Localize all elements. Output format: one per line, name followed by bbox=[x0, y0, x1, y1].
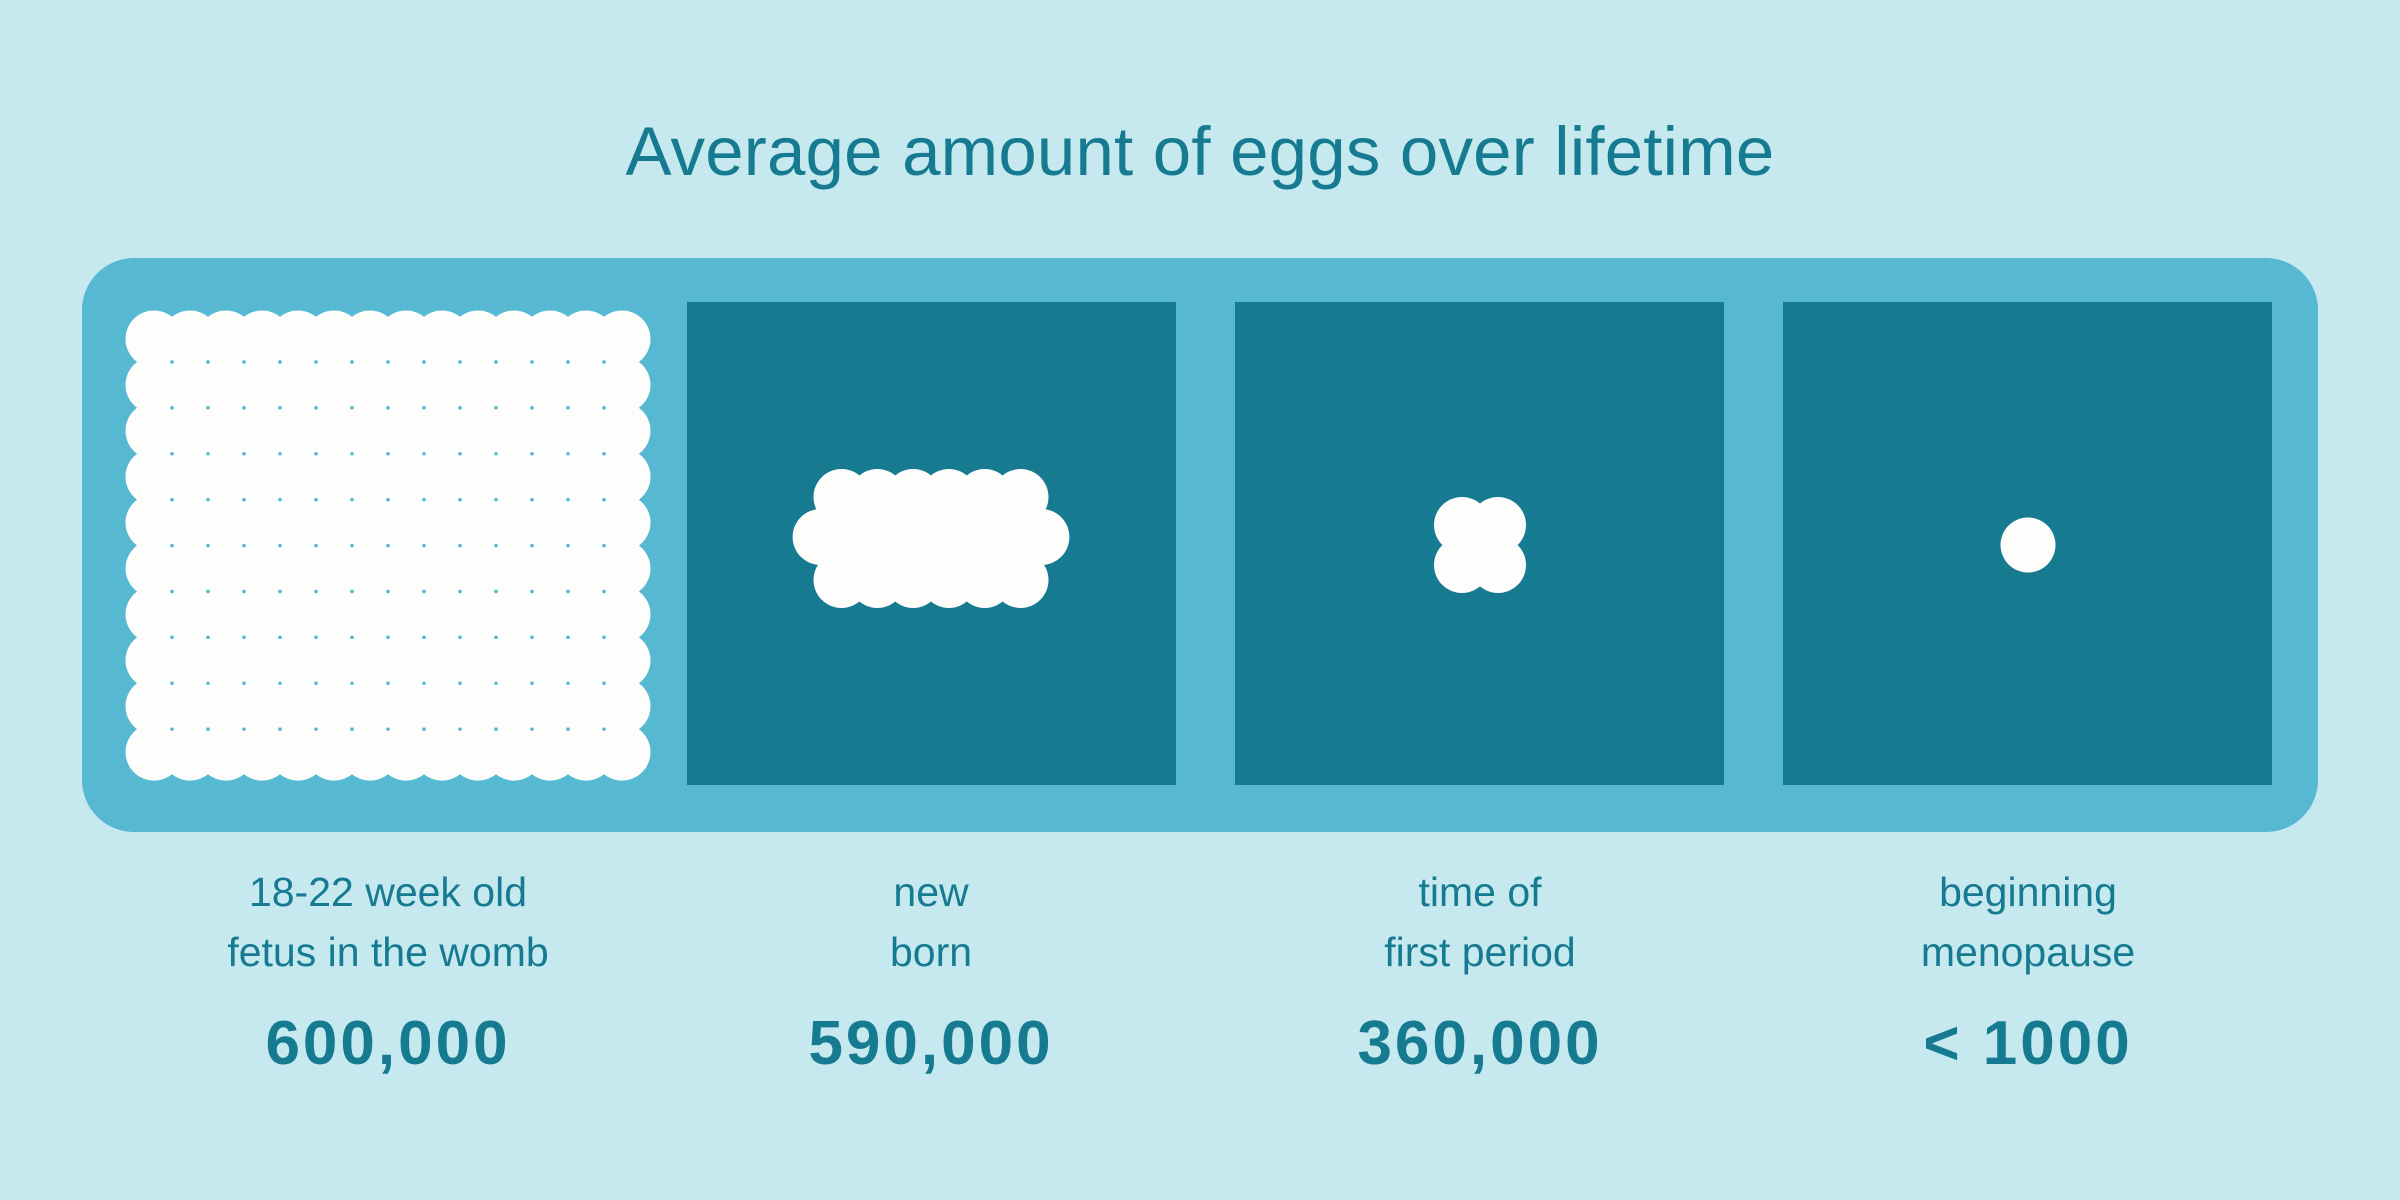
egg-cluster-icon bbox=[792, 469, 1070, 608]
egg-cluster-icon bbox=[1434, 497, 1526, 593]
stage-4-label-line1: beginning bbox=[1939, 869, 2117, 915]
stage-3-panel bbox=[1235, 302, 1724, 785]
stage-2-label-line2: born bbox=[889, 929, 973, 975]
stage-3-label: time of first period bbox=[1200, 862, 1760, 982]
stage-2-value: 590,000 bbox=[808, 1009, 1054, 1078]
egg-dot-icon bbox=[2000, 517, 2056, 573]
chart-title: Average amount of eggs over lifetime bbox=[625, 113, 1775, 190]
egg-cluster-icon bbox=[125, 310, 651, 781]
stage-3-value: 360,000 bbox=[1357, 1009, 1603, 1078]
stage-4-value: < 1000 bbox=[1923, 1009, 2133, 1078]
stage-4-label-line2: menopause bbox=[1920, 929, 2136, 975]
stage-3-label-line2: first period bbox=[1384, 929, 1576, 975]
stage-4-panel bbox=[1783, 302, 2272, 785]
stage-1-egg-grid bbox=[120, 302, 660, 792]
stage-2-label: new born bbox=[651, 862, 1211, 982]
stage-1-label-line2: fetus in the womb bbox=[227, 929, 549, 975]
stage-4-label: beginning menopause bbox=[1748, 862, 2308, 982]
stage-1-label: 18-22 week old fetus in the womb bbox=[108, 862, 668, 982]
stage-1-value: 600,000 bbox=[265, 1009, 511, 1078]
stage-1-label-line1: 18-22 week old bbox=[248, 869, 528, 915]
stage-3-label-line1: time of bbox=[1418, 869, 1542, 915]
stage-2-panel bbox=[687, 302, 1176, 785]
stage-2-label-line1: new bbox=[893, 869, 969, 915]
